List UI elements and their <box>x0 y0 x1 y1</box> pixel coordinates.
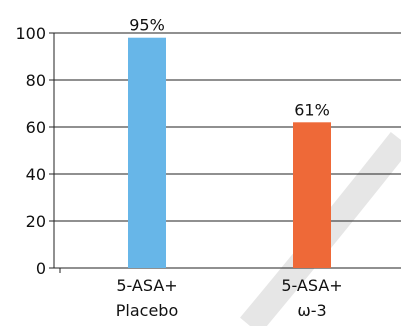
bar-placebo <box>128 37 166 269</box>
y-tick-labels: 0 20 40 60 80 100 <box>15 24 46 278</box>
y-tick-label: 40 <box>26 165 46 184</box>
bar-omega3 <box>293 122 331 268</box>
gridlines <box>54 32 401 222</box>
y-tick-label: 20 <box>26 212 46 231</box>
data-label: 61% <box>294 100 330 119</box>
bars <box>128 37 331 269</box>
category-label: ω-3 <box>297 301 326 320</box>
data-labels: 95% 61% <box>129 16 330 120</box>
category-label: Placebo <box>116 301 178 320</box>
data-label: 95% <box>129 16 165 35</box>
y-tick-label: 0 <box>36 259 46 278</box>
y-tick-label: 100 <box>15 24 46 43</box>
axes <box>49 32 401 273</box>
category-label: 5-ASA+ <box>281 276 342 295</box>
y-tick-label: 80 <box>26 71 46 90</box>
category-labels: 5-ASA+ Placebo 5-ASA+ ω-3 <box>116 276 343 320</box>
y-tick-label: 60 <box>26 118 46 137</box>
category-label: 5-ASA+ <box>116 276 177 295</box>
